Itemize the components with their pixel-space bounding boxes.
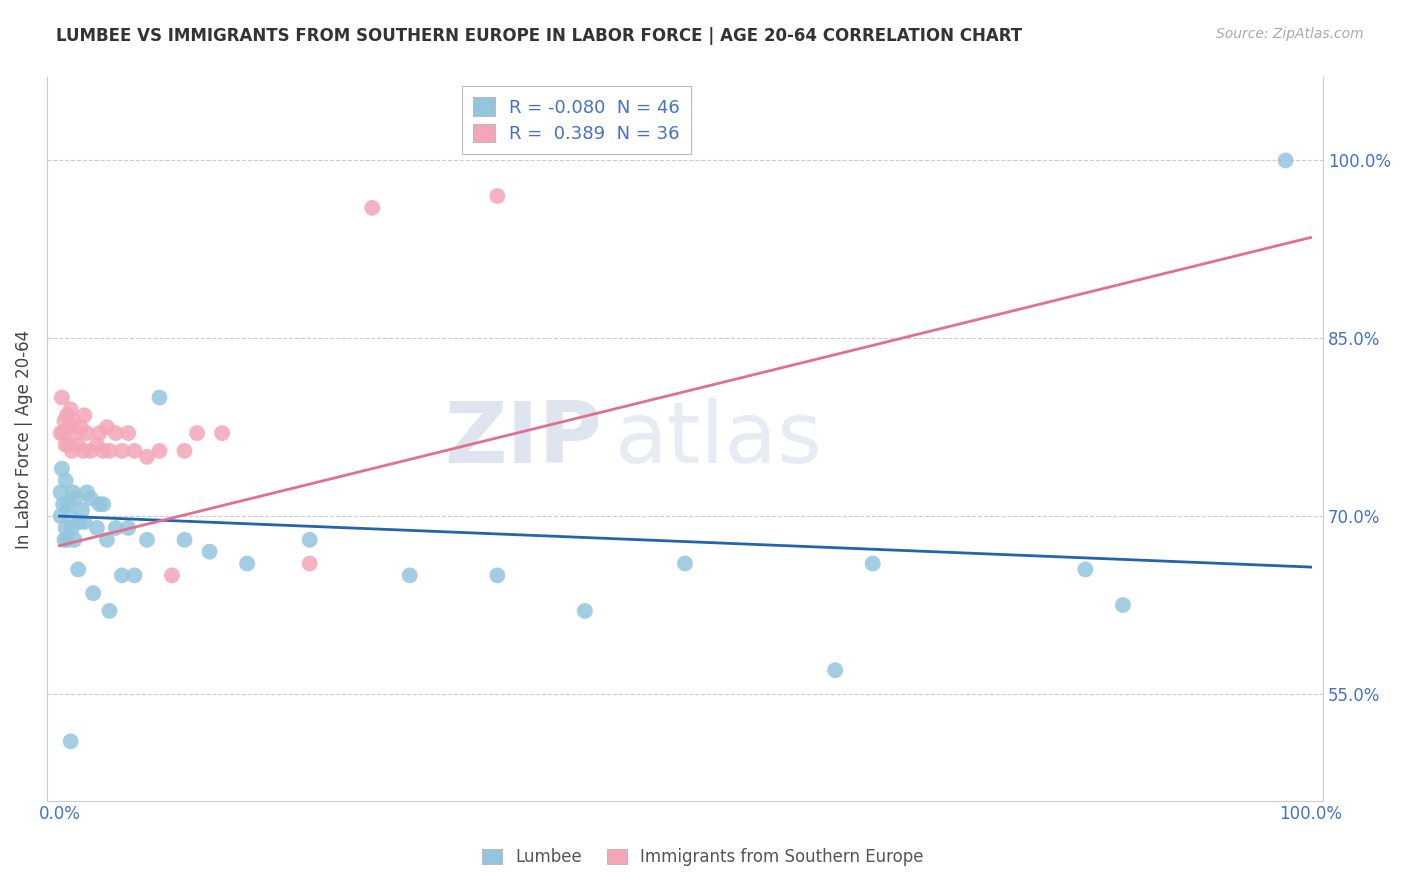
- Point: [55, 521, 77, 535]
- Point: [58, 509, 80, 524]
- Point: [76, 426, 98, 441]
- Point: [117, 426, 139, 441]
- Point: [486, 568, 509, 582]
- Point: [69, 420, 91, 434]
- Point: [63, 533, 86, 547]
- Point: [67, 562, 90, 576]
- Point: [56, 438, 79, 452]
- Point: [1074, 562, 1097, 576]
- Point: [62, 414, 84, 428]
- Text: ZIP: ZIP: [444, 398, 602, 481]
- Point: [56, 409, 79, 423]
- Point: [60, 521, 83, 535]
- Point: [67, 515, 90, 529]
- Point: [58, 420, 80, 434]
- Point: [160, 568, 183, 582]
- Point: [361, 201, 384, 215]
- Point: [89, 497, 111, 511]
- Point: [98, 604, 121, 618]
- Point: [1274, 153, 1296, 168]
- Point: [59, 734, 82, 748]
- Point: [574, 604, 596, 618]
- Point: [398, 568, 420, 582]
- Point: [198, 544, 221, 558]
- Point: [55, 474, 77, 488]
- Point: [52, 497, 75, 511]
- Point: [486, 189, 509, 203]
- Point: [1112, 598, 1135, 612]
- Point: [136, 450, 159, 464]
- Point: [111, 443, 134, 458]
- Point: [76, 485, 98, 500]
- Point: [136, 533, 159, 547]
- Point: [55, 438, 77, 452]
- Point: [89, 426, 111, 441]
- Point: [186, 426, 208, 441]
- Point: [117, 521, 139, 535]
- Text: atlas: atlas: [614, 398, 823, 481]
- Point: [298, 557, 321, 571]
- Point: [236, 557, 259, 571]
- Point: [73, 409, 96, 423]
- Point: [73, 515, 96, 529]
- Point: [49, 509, 72, 524]
- Text: LUMBEE VS IMMIGRANTS FROM SOUTHERN EUROPE IN LABOR FORCE | AGE 20-64 CORRELATION: LUMBEE VS IMMIGRANTS FROM SOUTHERN EUROP…: [56, 27, 1022, 45]
- Point: [96, 533, 118, 547]
- Point: [79, 491, 101, 506]
- Point: [56, 497, 79, 511]
- Point: [173, 533, 195, 547]
- Point: [91, 497, 114, 511]
- Point: [96, 420, 118, 434]
- Point: [862, 557, 884, 571]
- Point: [104, 521, 127, 535]
- Point: [824, 663, 846, 677]
- Point: [104, 426, 127, 441]
- Point: [79, 443, 101, 458]
- Point: [124, 568, 146, 582]
- Point: [98, 443, 121, 458]
- Point: [67, 438, 90, 452]
- Point: [211, 426, 233, 441]
- Text: Source: ZipAtlas.com: Source: ZipAtlas.com: [1216, 27, 1364, 41]
- Legend: R = -0.080  N = 46, R =  0.389  N = 36: R = -0.080 N = 46, R = 0.389 N = 36: [463, 87, 690, 154]
- Point: [65, 491, 87, 506]
- Point: [60, 443, 83, 458]
- Y-axis label: In Labor Force | Age 20-64: In Labor Force | Age 20-64: [15, 329, 32, 549]
- Point: [49, 485, 72, 500]
- Point: [91, 443, 114, 458]
- Point: [70, 503, 93, 517]
- Point: [59, 402, 82, 417]
- Point: [111, 568, 134, 582]
- Legend: Lumbee, Immigrants from Southern Europe: Lumbee, Immigrants from Southern Europe: [474, 840, 932, 875]
- Point: [51, 461, 73, 475]
- Point: [49, 426, 72, 441]
- Point: [72, 443, 94, 458]
- Point: [65, 426, 87, 441]
- Point: [148, 391, 170, 405]
- Point: [86, 521, 108, 535]
- Point: [148, 443, 170, 458]
- Point: [56, 533, 79, 547]
- Point: [52, 426, 75, 441]
- Point: [86, 438, 108, 452]
- Point: [173, 443, 195, 458]
- Point: [124, 443, 146, 458]
- Point: [53, 533, 76, 547]
- Point: [62, 485, 84, 500]
- Point: [298, 533, 321, 547]
- Point: [53, 414, 76, 428]
- Point: [673, 557, 696, 571]
- Point: [51, 391, 73, 405]
- Point: [82, 586, 104, 600]
